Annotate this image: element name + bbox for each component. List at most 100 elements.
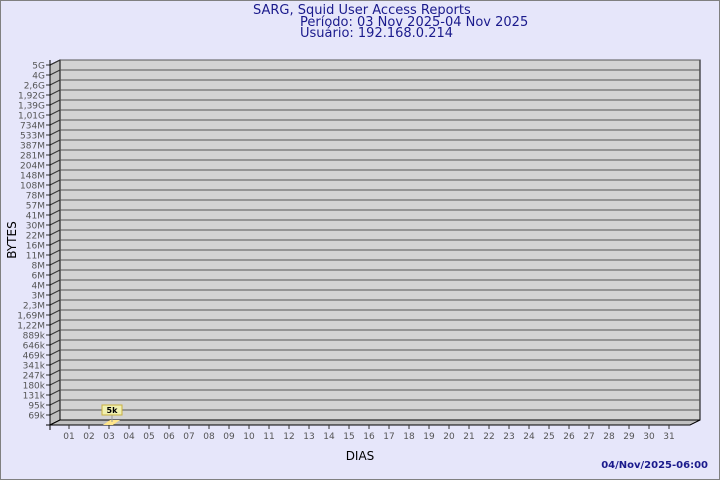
x-tick-label: 18 [403, 432, 415, 442]
y-tick-label: 5G [32, 62, 45, 72]
grid-line-side [49, 219, 61, 226]
y-tick-label: 1,39G [18, 102, 45, 112]
x-tick-label: 20 [443, 432, 455, 442]
grid-line-side [49, 69, 61, 76]
x-tick-label: 02 [83, 432, 94, 442]
x-tick-label: 31 [663, 432, 674, 442]
x-tick-label: 09 [223, 432, 235, 442]
grid-line-side [49, 259, 61, 266]
x-tick-label: 21 [463, 432, 474, 442]
x-tick-label: 25 [543, 432, 554, 442]
grid-line-side [49, 199, 61, 206]
grid-line-side [49, 379, 61, 386]
x-tick-label: 22 [483, 432, 494, 442]
chart-period: Período: 03 Nov 2025-04 Nov 2025 [300, 15, 529, 30]
y-axis-title: BYTES [5, 221, 19, 258]
x-tick-label: 30 [643, 432, 655, 442]
grid-line-side [49, 269, 61, 276]
chart-title: SARG, Squid User Access Reports [253, 3, 471, 18]
grid-line-side [49, 339, 61, 346]
grid-line-side [49, 289, 61, 296]
grid-line-side [49, 119, 61, 126]
y-tick-label: 1,22M [17, 322, 45, 332]
x-tick-label: 04 [123, 432, 135, 442]
y-tick-label: 16M [26, 242, 45, 252]
y-tick-label: 95k [28, 402, 45, 412]
y-tick-label: 148M [20, 172, 45, 182]
y-tick-label: 22M [26, 232, 45, 242]
grid-line-side [49, 139, 61, 146]
x-tick-label: 03 [103, 432, 114, 442]
y-tick-label: 3M [32, 292, 46, 302]
y-tick-label: 69k [28, 412, 45, 422]
grid-line-side [49, 109, 61, 116]
grid-line-side [49, 399, 61, 406]
y-tick-label: 4M [32, 282, 46, 292]
x-tick-label: 26 [563, 432, 575, 442]
x-tick-label: 05 [143, 432, 154, 442]
y-tick-label: 387M [20, 142, 45, 152]
y-tick-label: 78M [26, 192, 45, 202]
grid-line-side [49, 189, 61, 196]
y-tick-label: 247k [23, 372, 46, 382]
y-tick-label: 180k [23, 382, 46, 392]
plot-floor [49, 419, 701, 426]
y-tick-label: 131k [23, 392, 46, 402]
x-tick-label: 01 [63, 432, 74, 442]
grid-line-side [49, 179, 61, 186]
chart-user: Usuário: 192.168.0.214 [300, 26, 454, 41]
grid-line-side [49, 349, 61, 356]
y-tick-label: 646k [23, 342, 46, 352]
grid-line-side [49, 229, 61, 236]
y-tick-label: 204M [20, 162, 45, 172]
grid-line-side [49, 329, 61, 336]
grid-line-side [49, 319, 61, 326]
x-tick-label: 16 [363, 432, 375, 442]
report-timestamp: 04/Nov/2025-06:00 [601, 460, 708, 471]
y-tick-label: 1,69M [17, 312, 45, 322]
y-tick-label: 533M [20, 132, 45, 142]
grid-line-side [49, 129, 61, 136]
y-tick-label: 1,01G [18, 112, 45, 122]
x-tick-label: 06 [163, 432, 175, 442]
y-tick-label: 1,92G [18, 92, 45, 102]
x-tick-label: 24 [523, 432, 535, 442]
bar-label-box [101, 404, 123, 416]
grid-line-side [49, 309, 61, 316]
x-tick-label: 12 [283, 432, 294, 442]
grid-line-side [49, 209, 61, 216]
y-tick-label: 6M [32, 272, 46, 282]
x-tick-label: 13 [303, 432, 314, 442]
grid-line-side [49, 369, 61, 376]
x-tick-label: 08 [203, 432, 215, 442]
grid-line-side [49, 389, 61, 396]
y-tick-label: 108M [20, 182, 45, 192]
grid-line-side [49, 279, 61, 286]
grid-line-side [49, 159, 61, 166]
y-tick-label: 30M [26, 222, 45, 232]
y-tick-label: 41M [26, 212, 45, 222]
x-tick-label: 10 [243, 432, 255, 442]
grid-line-side [49, 79, 61, 86]
bar-label: 5k [107, 406, 119, 415]
x-tick-label: 19 [423, 432, 435, 442]
grid-line-side [49, 169, 61, 176]
bar [103, 420, 120, 425]
y-tick-label: 2,3M [23, 302, 45, 312]
x-tick-label: 11 [263, 432, 274, 442]
grid-line-side [49, 239, 61, 246]
x-tick-label: 07 [183, 432, 194, 442]
grid-line-side [49, 249, 61, 256]
y-tick-label: 469k [23, 352, 46, 362]
x-axis-title: DIAS [346, 449, 375, 463]
y-tick-label: 11M [26, 252, 45, 262]
x-tick-label: 17 [383, 432, 394, 442]
grid-line-side [49, 89, 61, 96]
grid-line-side [49, 59, 61, 66]
grid-line-side [49, 409, 61, 416]
x-tick-label: 27 [583, 432, 594, 442]
y-tick-label: 8M [32, 262, 46, 272]
y-tick-label: 341k [23, 362, 46, 372]
grid-line-side [49, 149, 61, 156]
